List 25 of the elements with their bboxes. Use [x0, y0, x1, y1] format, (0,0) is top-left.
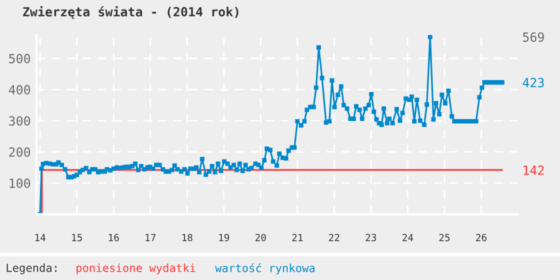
text: wartość rynkowa: [215, 263, 314, 274]
x-tick-label: 15: [72, 234, 82, 242]
y-tick-label: 100: [10, 178, 30, 188]
x-tick-label: 18: [182, 234, 192, 242]
x-tick-label: 20: [256, 234, 266, 242]
x-tick-label: 21: [292, 234, 303, 242]
x-tick-label: 23: [366, 234, 376, 242]
y2-tick-label: 423: [522, 78, 544, 88]
y-tick-label: 500: [9, 54, 30, 64]
x-tick-label: 17: [146, 234, 156, 242]
x-tick-label: 14: [35, 234, 46, 242]
text: poniesione wydatki: [76, 263, 196, 274]
x-tick-label: 19: [219, 234, 230, 242]
x-tick-label: 22: [329, 234, 340, 242]
x-tick-label: 16: [108, 234, 119, 242]
y-tick-label: 400: [8, 85, 30, 94]
x-tick-label: 24: [402, 234, 414, 242]
y-tick-label: 200: [9, 147, 30, 157]
legend-title: Legenda:: [6, 263, 56, 274]
y2-tick-label: 142: [524, 165, 544, 175]
x-tick-label: 26: [476, 234, 486, 242]
y-tick-label: 300: [9, 116, 30, 126]
chart-title: Zwierzęta świata - (2014 rok): [23, 6, 238, 19]
x-tick-label: 25: [439, 234, 450, 242]
y2-tick-label: 569: [523, 32, 544, 42]
